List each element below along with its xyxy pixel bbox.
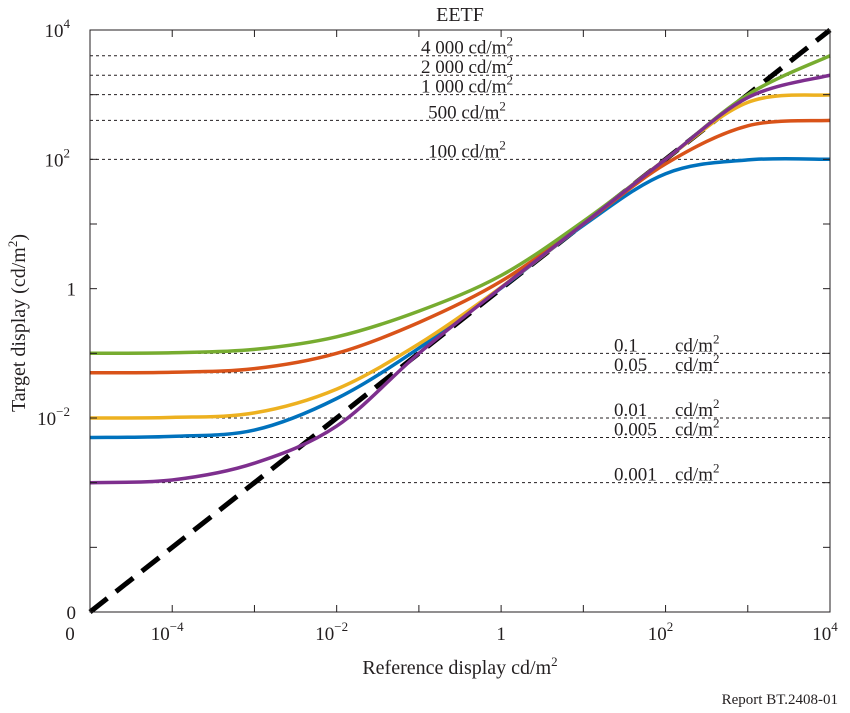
reference-label-3: 500 cd/m2 bbox=[428, 98, 506, 123]
reference-label-8: 0.005 cd/m2 bbox=[614, 415, 720, 440]
x-axis-title: Reference display cd/m2 bbox=[362, 654, 557, 679]
series-line-2 bbox=[89, 118, 831, 375]
x-tick-label-4: 102 bbox=[648, 619, 674, 645]
series-lines bbox=[89, 54, 831, 485]
y-axis-title: Target display (cd/m2) bbox=[5, 234, 30, 412]
reference-label-7: 0.01 cd/m2 bbox=[614, 396, 720, 421]
x-tick-label-2: 10−2 bbox=[315, 619, 348, 645]
x-tick-label-3: 1 bbox=[496, 624, 506, 645]
axis-ticks: 0 10−4 10−2 1 102 104 0 10−2 1 102 104 bbox=[37, 16, 838, 645]
chart-title: EETF bbox=[436, 4, 484, 26]
y-tick-label-4: 104 bbox=[45, 16, 71, 42]
y-tick-label-2: 1 bbox=[67, 280, 77, 301]
reference-label-6: 0.05 cd/m2 bbox=[614, 351, 720, 376]
y-tick-label-1: 10−2 bbox=[37, 404, 70, 430]
y-tick-label-3: 102 bbox=[45, 145, 71, 171]
report-footer: Report BT.2408-01 bbox=[721, 692, 838, 708]
x-tick-label-5: 104 bbox=[812, 619, 838, 645]
reference-label-9: 0.001 cd/m2 bbox=[614, 461, 720, 486]
x-tick-label-0: 0 bbox=[65, 624, 75, 645]
reference-label-2: 1 000 cd/m2 bbox=[421, 73, 513, 98]
reference-label-5: 0.1 cd/m2 bbox=[614, 331, 720, 356]
reference-label-4: 100 cd/m2 bbox=[428, 137, 506, 162]
reference-label-1: 2 000 cd/m2 bbox=[421, 53, 513, 78]
y-tick-label-0: 0 bbox=[67, 603, 77, 624]
series-line-4 bbox=[89, 73, 831, 485]
x-tick-label-1: 10−4 bbox=[151, 619, 184, 645]
series-line-3 bbox=[89, 54, 831, 356]
plot-frame bbox=[89, 29, 831, 613]
reference-label-0: 4 000 cd/m2 bbox=[421, 34, 513, 59]
